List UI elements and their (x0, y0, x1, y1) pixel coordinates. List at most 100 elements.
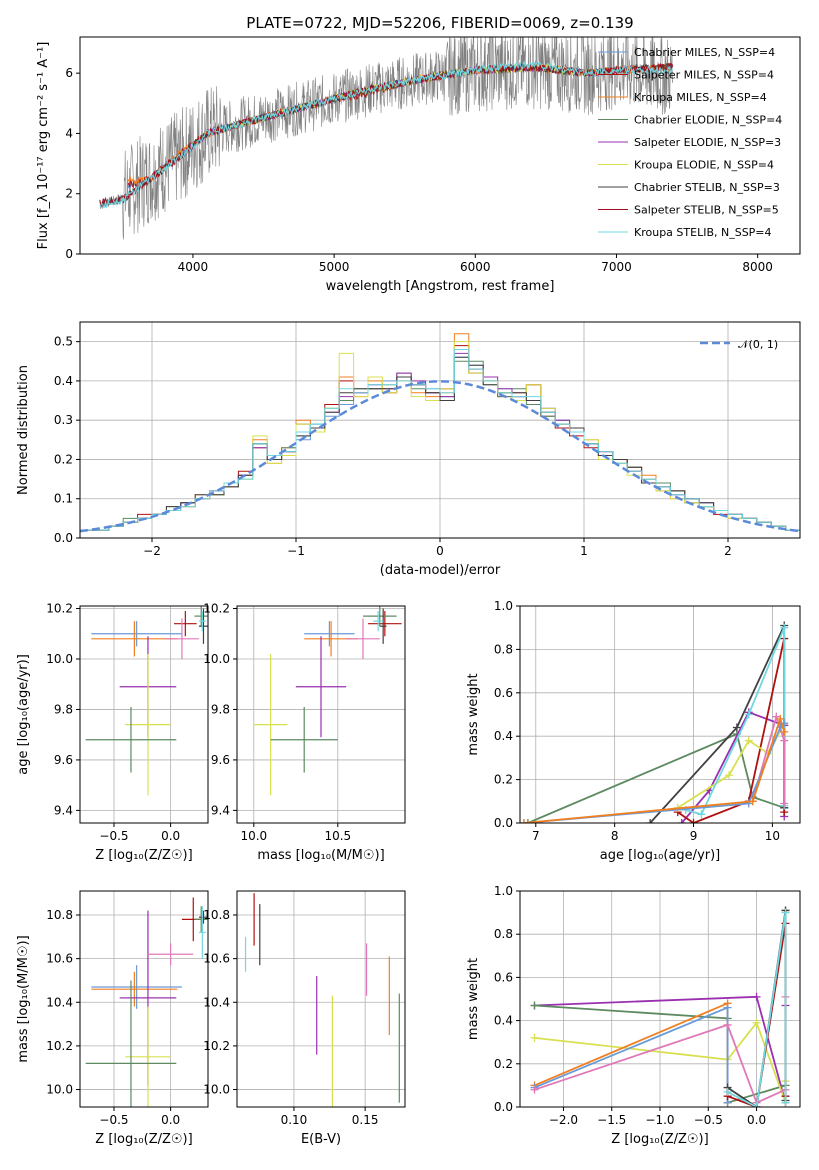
y-axis-label: mass weight (466, 958, 481, 1040)
weight-marker (781, 908, 790, 917)
y-tick-label: 1.0 (494, 599, 513, 613)
legend-label: Salpeter STELIB, N_SSP=5 (634, 204, 779, 217)
x-axis-label: Z [log₁₀(Z/Z☉)] (95, 848, 192, 863)
plot-area (520, 621, 789, 823)
x-tick-label: 8 (611, 829, 619, 843)
x-tick-label: 10 (765, 829, 780, 843)
errorbar-point (346, 618, 380, 659)
weight-marker (781, 1098, 790, 1107)
y-tick-label: 2 (65, 187, 73, 201)
y-tick-label: 10.4 (46, 995, 73, 1009)
weight-marker (523, 819, 532, 823)
weight-line (523, 715, 786, 823)
weight-marker (752, 1018, 761, 1027)
x-tick-label: 1 (580, 544, 588, 558)
histogram-step-line (80, 356, 800, 531)
plot-area (530, 906, 790, 1107)
legend-label: Chabrier MILES, N_SSP=4 (634, 46, 775, 59)
weight-marker (530, 1001, 539, 1010)
weight-marker (723, 1087, 732, 1096)
model-spectrum-line (99, 62, 673, 207)
weight-marker (723, 1020, 732, 1029)
legend-label: Chabrier ELODIE, N_SSP=4 (634, 114, 782, 127)
weight-marker (744, 710, 753, 719)
errorbar-point (270, 706, 338, 773)
errorbar-point (379, 608, 387, 644)
errorbar-point (194, 906, 208, 933)
x-axis-label: Z [log₁₀(Z/Z☉)] (611, 1132, 708, 1147)
figure-title: PLATE=0722, MJD=52206, FIBERID=0069, z=0… (246, 14, 633, 32)
x-axis-label: age [log₁₀(age/yr)] (600, 848, 721, 863)
x-tick-label: 10.0 (240, 829, 267, 843)
weight-marker (744, 736, 753, 745)
x-tick-label: −0.5 (694, 1113, 723, 1127)
x-axis-label: Z [log₁₀(Z/Z☉)] (95, 1132, 192, 1147)
y-tick-label: 10.2 (203, 1039, 230, 1053)
errorbar-point (125, 1006, 171, 1107)
spectrum-panel: 4000 5000 6000 7000 8000 0 2 4 6 wavelength [Angs… (36, 36, 801, 294)
errorbar-point (194, 606, 208, 627)
residual-histogram-panel: −2 −1 0 1 2 0.0 0.1 0.2 0.3 0.4 0.5 (data-model)/er… (16, 321, 801, 578)
errorbar-point (368, 611, 402, 637)
x-tick-label: 4000 (178, 260, 209, 274)
axes-frame (79, 36, 801, 255)
weight-marker (530, 1085, 539, 1094)
errorbar-point (198, 608, 208, 644)
errorbar-point (373, 611, 384, 632)
weight-marker (752, 1103, 761, 1107)
x-tick-label: −1.0 (645, 1113, 674, 1127)
y-tick-label: 10.2 (46, 602, 73, 616)
errorbar-point (198, 611, 206, 632)
y-tick-label: 0.2 (494, 773, 513, 787)
y-tick-label: 0 (65, 247, 73, 261)
weight-vs-age-panel: 7 8 9 10 0.0 0.2 0.4 0.6 0.8 1.0 age [log₁₀(age/yr… (466, 599, 801, 863)
weight-marker (780, 799, 789, 808)
y-tick-label: 0.2 (494, 1057, 513, 1071)
y-axis-label: Flux [f_λ 10⁻¹⁷ erg cm⁻² s⁻¹ A⁻¹] (36, 42, 51, 250)
y-tick-label: 0.8 (494, 927, 513, 941)
weight-marker (689, 819, 698, 823)
y-axis-label: age [log₁₀(age/yr)] (16, 654, 31, 775)
legend-label: 𝒩(0, 1) (738, 338, 778, 351)
errorbar-point (91, 971, 178, 1007)
errorbar-point (198, 910, 208, 924)
x-tick-label: 8000 (742, 260, 773, 274)
y-tick-label: 10.6 (46, 952, 73, 966)
y-tick-label: 0.1 (54, 492, 73, 506)
x-tick-label: −0.5 (99, 829, 128, 843)
y-tick-label: 9.6 (54, 753, 73, 767)
x-tick-label: 9 (690, 829, 698, 843)
weight-marker (646, 819, 655, 823)
errorbar-point (295, 636, 347, 738)
plot-area (85, 897, 208, 1107)
weight-marker (723, 1003, 732, 1012)
weight-vs-metallicity-panel: −2.0 −1.5 −1.0 −0.5 0.0 0.0 0.2 0.4 0.6 0.8 1.0 Z [… (466, 884, 801, 1147)
age-vs-metallicity-panel: −0.5 0.0 9.4 9.6 9.8 10.0 10.2 Z [log₁₀(Z/Z☉)] a… (16, 602, 209, 863)
weight-marker (780, 736, 789, 745)
x-axis-label: wavelength [Angstrom, rest frame] (326, 279, 555, 294)
y-tick-label: 10.0 (46, 652, 73, 666)
y-tick-label: 0.0 (494, 816, 513, 830)
x-axis-label: mass [log₁₀(M/M☉)] (257, 848, 384, 863)
y-tick-label: 9.8 (211, 702, 230, 716)
x-tick-label: 0.0 (747, 1113, 766, 1127)
x-tick-label: 7000 (601, 260, 632, 274)
errorbar-point (164, 618, 199, 659)
model-spectrum-line (99, 60, 673, 209)
y-tick-label: 10.8 (46, 908, 73, 922)
y-tick-label: 0.6 (494, 970, 513, 984)
y-tick-label: 10.6 (203, 952, 230, 966)
y-tick-label: 6 (65, 66, 73, 80)
plot-area (244, 893, 400, 1107)
y-tick-label: 10.0 (203, 1083, 230, 1097)
y-tick-label: 0.0 (54, 531, 73, 545)
plot-area (99, 37, 674, 240)
errorbar-point (91, 621, 178, 657)
x-tick-label: −2 (143, 544, 161, 558)
histogram-step-line (80, 349, 800, 531)
mass-vs-extinction-panel: 0.10 0.15 10.0 10.2 10.4 10.6 10.8 E(B-V) (203, 890, 406, 1147)
axes-frame (79, 890, 209, 1108)
weight-marker (780, 727, 789, 736)
y-tick-label: 0.5 (54, 335, 73, 349)
x-axis-label: E(B-V) (301, 1132, 341, 1147)
